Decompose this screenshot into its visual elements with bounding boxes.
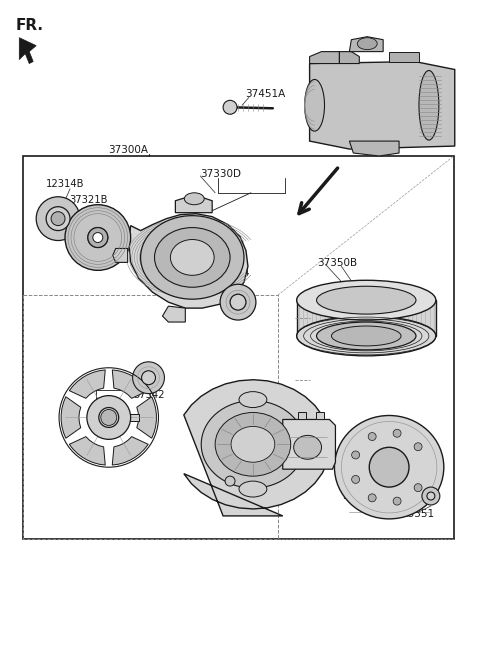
Ellipse shape	[170, 240, 214, 275]
Ellipse shape	[220, 284, 256, 320]
Ellipse shape	[352, 476, 360, 484]
Polygon shape	[112, 437, 148, 465]
Ellipse shape	[231, 426, 275, 463]
Text: 13351: 13351	[402, 509, 435, 519]
Ellipse shape	[305, 79, 324, 131]
Ellipse shape	[393, 497, 401, 505]
Ellipse shape	[297, 281, 436, 320]
Polygon shape	[19, 37, 36, 64]
Polygon shape	[69, 437, 105, 465]
Polygon shape	[297, 300, 436, 336]
Ellipse shape	[36, 196, 80, 240]
Ellipse shape	[316, 322, 416, 350]
Text: FR.: FR.	[15, 18, 43, 33]
Polygon shape	[175, 196, 212, 213]
Polygon shape	[349, 141, 399, 156]
Ellipse shape	[88, 227, 108, 248]
Ellipse shape	[215, 413, 291, 476]
Polygon shape	[162, 306, 185, 322]
Text: 36184E: 36184E	[220, 496, 260, 506]
Ellipse shape	[46, 207, 70, 231]
Ellipse shape	[93, 233, 103, 242]
Ellipse shape	[65, 205, 131, 270]
Ellipse shape	[393, 429, 401, 438]
Text: 37334: 37334	[218, 268, 250, 279]
Bar	[23, 156, 454, 539]
Polygon shape	[61, 397, 81, 438]
Ellipse shape	[132, 362, 165, 394]
Bar	[23, 295, 278, 539]
Ellipse shape	[368, 432, 376, 441]
Text: 37390B: 37390B	[342, 491, 383, 501]
Polygon shape	[113, 248, 128, 262]
Ellipse shape	[223, 101, 237, 114]
Ellipse shape	[239, 481, 267, 497]
Ellipse shape	[352, 451, 360, 459]
Text: 37367B: 37367B	[195, 434, 236, 444]
Ellipse shape	[184, 193, 204, 205]
Ellipse shape	[369, 447, 409, 487]
Ellipse shape	[414, 484, 422, 491]
Text: 37300A: 37300A	[108, 145, 148, 155]
Ellipse shape	[87, 396, 131, 440]
Text: 12314B: 12314B	[46, 179, 84, 189]
Text: 37342: 37342	[133, 390, 165, 399]
Polygon shape	[298, 411, 306, 419]
Ellipse shape	[332, 326, 401, 346]
Polygon shape	[137, 397, 156, 438]
Polygon shape	[310, 52, 339, 64]
Ellipse shape	[297, 316, 436, 356]
Polygon shape	[69, 370, 105, 398]
Ellipse shape	[368, 494, 376, 502]
Ellipse shape	[155, 227, 230, 287]
Ellipse shape	[357, 37, 377, 50]
Ellipse shape	[335, 415, 444, 519]
Ellipse shape	[230, 294, 246, 310]
Polygon shape	[349, 37, 383, 52]
Ellipse shape	[294, 436, 322, 459]
Ellipse shape	[414, 443, 422, 451]
Text: 37350B: 37350B	[318, 258, 358, 269]
Text: 37321B: 37321B	[69, 194, 108, 205]
Ellipse shape	[142, 371, 156, 384]
Polygon shape	[112, 370, 148, 398]
Ellipse shape	[51, 212, 65, 225]
Text: 37330D: 37330D	[200, 169, 241, 179]
Polygon shape	[283, 419, 336, 469]
Polygon shape	[308, 422, 335, 463]
Ellipse shape	[101, 409, 117, 426]
Polygon shape	[184, 380, 330, 516]
Ellipse shape	[99, 407, 119, 428]
Ellipse shape	[422, 487, 440, 505]
Polygon shape	[339, 52, 360, 64]
Ellipse shape	[419, 70, 439, 140]
Polygon shape	[129, 214, 248, 308]
Text: 37370B: 37370B	[270, 419, 310, 430]
Text: 37340: 37340	[104, 415, 137, 424]
Polygon shape	[310, 62, 455, 149]
Ellipse shape	[88, 227, 108, 248]
Ellipse shape	[141, 215, 244, 299]
Polygon shape	[389, 52, 419, 62]
Ellipse shape	[225, 476, 235, 486]
Ellipse shape	[239, 392, 267, 407]
Ellipse shape	[427, 492, 435, 500]
Text: 37451A: 37451A	[245, 89, 285, 99]
Ellipse shape	[316, 286, 416, 314]
Polygon shape	[119, 413, 139, 421]
Polygon shape	[315, 411, 324, 419]
Ellipse shape	[201, 401, 305, 488]
